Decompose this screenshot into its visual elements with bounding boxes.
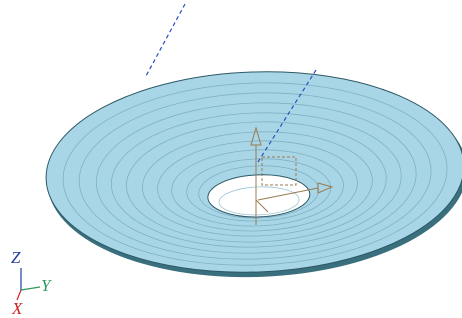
- axis-triad: Z Y X: [11, 248, 52, 318]
- y-label: Y: [41, 276, 52, 295]
- page: Z Y X (() => { const data = JSON.parse(d…: [0, 0, 462, 318]
- viewport: Z Y X: [0, 0, 462, 318]
- disc: [43, 65, 462, 285]
- x-label: X: [11, 299, 23, 318]
- y-axis: [21, 287, 40, 290]
- path-line: [146, 4, 185, 76]
- z-label: Z: [11, 248, 21, 267]
